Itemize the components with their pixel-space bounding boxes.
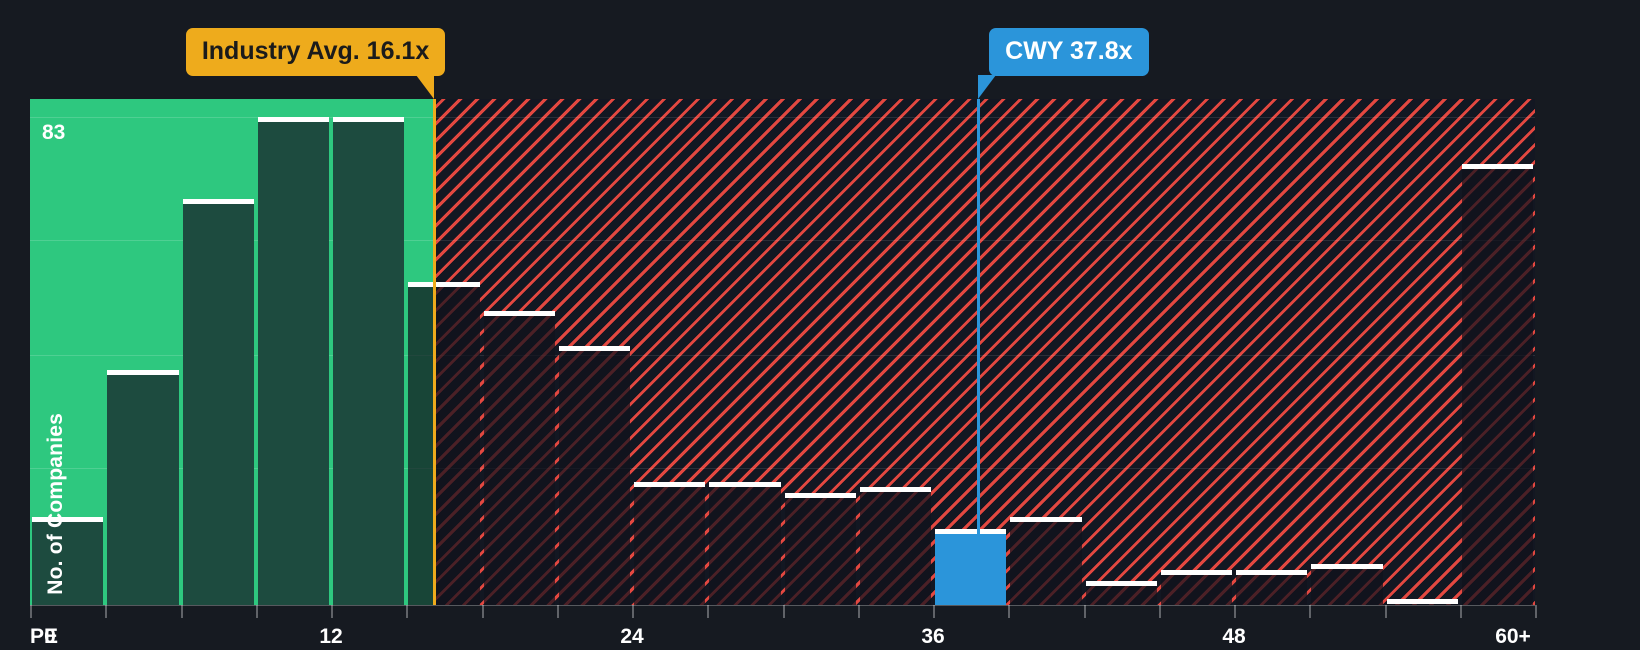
bar-cap xyxy=(1311,563,1383,569)
x-axis-tick xyxy=(180,605,183,618)
bar-cap xyxy=(935,528,1007,534)
x-axis-tick xyxy=(1234,605,1236,618)
bar[interactable] xyxy=(1010,516,1082,605)
bar[interactable] xyxy=(1085,581,1157,605)
bar-cap xyxy=(107,369,179,375)
bar[interactable] xyxy=(1160,569,1232,605)
bar[interactable] xyxy=(935,528,1007,605)
company-pe-callout-tail xyxy=(978,75,997,99)
bar-cap xyxy=(784,493,856,499)
x-axis-tick xyxy=(406,605,409,618)
bar[interactable] xyxy=(408,281,480,605)
bar-cap xyxy=(634,481,706,487)
bar-cap xyxy=(558,346,630,352)
industry-average-line xyxy=(432,99,436,605)
x-axis-tick xyxy=(481,605,484,618)
bar[interactable] xyxy=(182,199,254,605)
x-axis-tick-label: 48 xyxy=(1222,625,1246,648)
y-axis-label: No. of Companies xyxy=(44,413,67,595)
bar-cap xyxy=(483,311,555,317)
x-axis-tick-label: 36 xyxy=(921,625,945,648)
max-value-label: 83 xyxy=(42,121,66,144)
bar-cap xyxy=(1160,569,1232,575)
bar[interactable] xyxy=(634,481,706,605)
x-axis-tick xyxy=(707,605,710,618)
bar-cap xyxy=(1236,569,1308,575)
bar[interactable] xyxy=(32,516,104,605)
x-axis-tick-label: 0 xyxy=(44,625,56,648)
x-axis-tick xyxy=(1459,605,1462,618)
x-axis-tick xyxy=(1384,605,1387,618)
x-axis-title: PE xyxy=(30,625,59,648)
bar[interactable] xyxy=(1236,569,1308,605)
bar-cap xyxy=(1010,516,1082,522)
bar[interactable] xyxy=(1461,164,1533,605)
bar[interactable] xyxy=(1311,563,1383,605)
industry-average-callout-tail xyxy=(415,75,434,99)
bar[interactable] xyxy=(859,487,931,605)
x-axis-line xyxy=(30,605,1535,606)
x-axis-tick xyxy=(632,605,634,618)
bar-cap xyxy=(709,481,781,487)
bar-cap xyxy=(408,281,480,287)
x-axis-tick xyxy=(105,605,108,618)
x-axis-tick-label: 12 xyxy=(319,625,343,648)
bar-cap xyxy=(1461,164,1533,170)
x-axis-tick xyxy=(933,605,935,618)
x-axis-tick xyxy=(255,605,258,618)
bar[interactable] xyxy=(333,117,405,605)
gridline xyxy=(433,240,1535,241)
gridline xyxy=(433,355,1535,356)
bar-cap xyxy=(333,117,405,122)
gridline xyxy=(30,117,434,118)
x-axis-tick xyxy=(30,605,32,618)
bar[interactable] xyxy=(709,481,781,605)
x-axis-tick xyxy=(1535,605,1537,618)
bar-series xyxy=(30,99,1535,605)
x-axis-tick xyxy=(1008,605,1011,618)
x-axis-tick xyxy=(1158,605,1161,618)
x-axis-tick xyxy=(1083,605,1086,618)
bar-cap xyxy=(182,199,254,205)
company-pe-callout[interactable]: CWY 37.8x xyxy=(989,28,1149,76)
bar-cap xyxy=(257,117,329,122)
bar-cap xyxy=(1386,599,1458,605)
x-axis-tick-label: 60+ xyxy=(1495,625,1531,648)
x-axis-tick xyxy=(782,605,785,618)
bar-cap xyxy=(1085,581,1157,587)
x-axis-tick xyxy=(857,605,860,618)
bar[interactable] xyxy=(784,493,856,605)
x-axis-tick xyxy=(331,605,333,618)
gridline xyxy=(433,468,1535,469)
bar[interactable] xyxy=(107,369,179,605)
bar[interactable] xyxy=(1386,599,1458,605)
gridline xyxy=(433,117,1535,118)
bar[interactable] xyxy=(257,117,329,605)
bar[interactable] xyxy=(483,311,555,605)
plot-area xyxy=(30,99,1535,605)
x-axis-tick xyxy=(556,605,559,618)
industry-average-callout[interactable]: Industry Avg. 16.1x xyxy=(185,28,446,76)
x-axis-tick-label: 24 xyxy=(620,625,644,648)
company-pe-line xyxy=(977,99,981,605)
bar-cap xyxy=(859,487,931,493)
bar-cap xyxy=(32,516,104,522)
bar[interactable] xyxy=(558,346,630,605)
x-axis-tick xyxy=(1309,605,1312,618)
